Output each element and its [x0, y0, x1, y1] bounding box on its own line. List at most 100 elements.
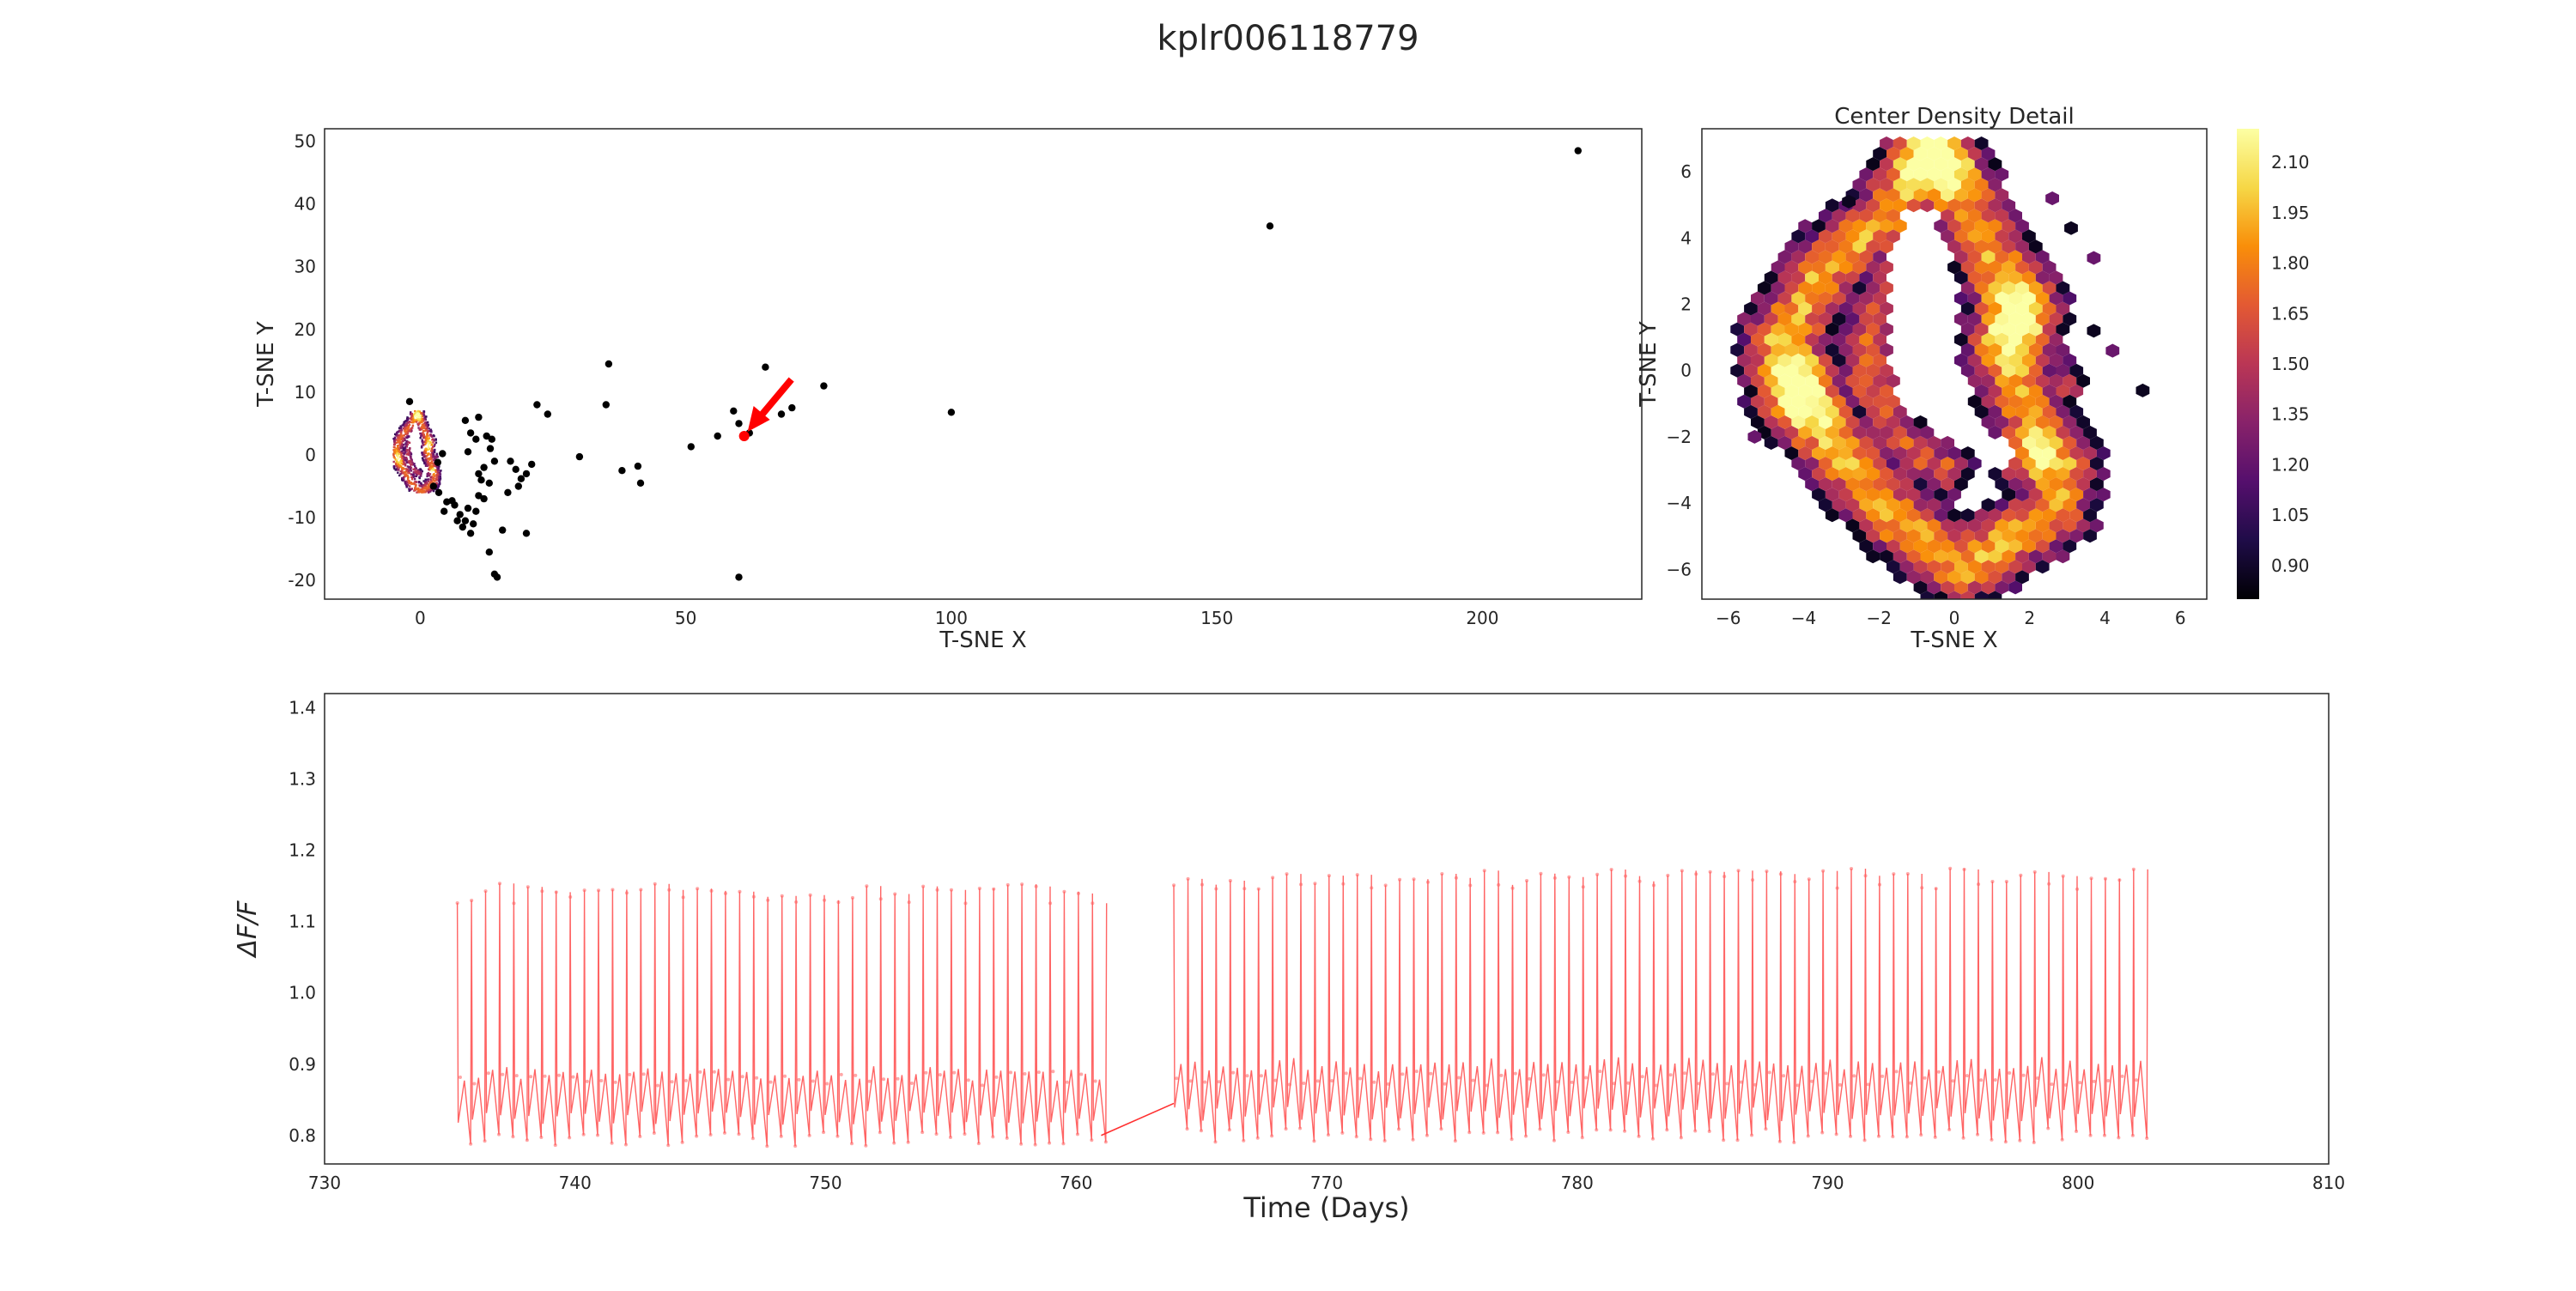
hexbin [2049, 457, 2063, 470]
cluster-bin [434, 439, 437, 441]
hexbin [2042, 529, 2057, 543]
cluster-bin [400, 442, 404, 445]
cluster-bin [421, 420, 423, 422]
cluster-bin [408, 470, 410, 472]
hexbin [1906, 570, 1921, 585]
cluster-bin [431, 481, 434, 484]
cluster-bin [392, 438, 395, 440]
hexbin [1899, 518, 1914, 533]
cluster-bin [403, 424, 406, 427]
cluster-bin [406, 432, 409, 435]
hexbin [1730, 322, 1745, 336]
hexbin [1805, 415, 1819, 429]
cluster-bin [402, 477, 405, 480]
cluster-bin [397, 445, 399, 447]
scatter-point [605, 360, 613, 368]
cluster-bin [407, 440, 410, 444]
hexbin [1927, 498, 1941, 512]
hexbin [1995, 580, 2009, 595]
hexbin [1960, 549, 1975, 564]
hexbin [2056, 425, 2070, 439]
hexbin [2008, 560, 2022, 574]
hexbin [1819, 312, 1832, 326]
hexbin [2028, 281, 2043, 295]
hexbin [1812, 425, 1826, 439]
cluster-bin [438, 480, 440, 482]
hexbin [1913, 415, 1928, 429]
hexbin [2063, 435, 2077, 450]
hexbin [1832, 457, 1846, 470]
cluster-bin [400, 452, 403, 455]
hexbin [1886, 188, 1900, 203]
cluster-bin [399, 425, 403, 427]
hexbin [1805, 332, 1819, 347]
hexbin [2015, 488, 2029, 502]
colorbar-tick: 1.20 [2271, 454, 2310, 475]
hexbin [1893, 488, 1907, 502]
hexbin [1812, 446, 1826, 460]
hexbin [2056, 363, 2070, 378]
hexbin [2022, 435, 2036, 450]
hexbin [1873, 415, 1886, 429]
cluster-bin [399, 460, 402, 463]
cluster-bin [404, 458, 407, 462]
hexbin [1974, 529, 1989, 543]
cluster-bin [425, 441, 428, 445]
hexbin [1934, 198, 1948, 213]
hexbin [2063, 415, 2077, 429]
cluster-bin [424, 491, 427, 494]
cluster-bin [404, 446, 406, 449]
cluster-bin [415, 421, 418, 423]
scatter-point [762, 363, 769, 371]
lightcurve-y-tick: 0.8 [289, 1125, 316, 1146]
hexbin [2076, 518, 2090, 533]
hexbin [1947, 178, 1961, 192]
hexbin [1798, 281, 1813, 295]
cluster-bin [403, 456, 405, 459]
cluster-bin [414, 478, 416, 481]
hexbin [1852, 467, 1867, 482]
hexbin [1913, 457, 1928, 470]
cluster-bin [431, 476, 434, 479]
cluster-bin [406, 465, 410, 468]
cluster-bin [432, 452, 434, 455]
cluster-bin [402, 443, 405, 446]
hexbin [1967, 291, 1982, 306]
hexbin [1859, 539, 1874, 554]
lightcurve-gap-connector [1101, 1102, 1175, 1136]
hexbin [1784, 446, 1799, 460]
hexbin [2022, 332, 2036, 347]
density-y-tick: −2 [1667, 427, 1692, 447]
hexbin [2002, 404, 2016, 419]
hexbin [1764, 394, 1778, 409]
cluster-bin [436, 487, 440, 489]
cluster-bin [430, 470, 434, 472]
cluster-bin [434, 470, 437, 473]
hexbin [1941, 477, 1954, 492]
hexbin [1988, 198, 2002, 213]
hexbin [1838, 467, 1853, 482]
cluster-bin [398, 468, 400, 471]
hexbin [1974, 322, 1989, 336]
cluster-bin [423, 415, 426, 418]
cluster-bin [402, 427, 405, 430]
hexbin [1845, 415, 1860, 429]
hexbin [2035, 270, 2050, 285]
hexbin [1880, 404, 1893, 419]
hexbin [1981, 209, 1996, 223]
cluster-bin [426, 440, 428, 443]
hexbin [1873, 435, 1886, 450]
cluster-bin [414, 488, 416, 491]
hexbin [2056, 281, 2070, 295]
hexbin [1832, 353, 1846, 367]
cluster-bin [392, 460, 395, 464]
hexbin [1873, 229, 1886, 244]
hexbin [1873, 291, 1886, 306]
hexbin [1838, 301, 1853, 316]
cluster-bin [396, 448, 399, 451]
hexbin [2002, 198, 2016, 213]
hexbin [2002, 219, 2016, 233]
highlight-marker [738, 377, 794, 442]
cluster-bin [399, 440, 403, 444]
hexbin [1941, 229, 1954, 244]
